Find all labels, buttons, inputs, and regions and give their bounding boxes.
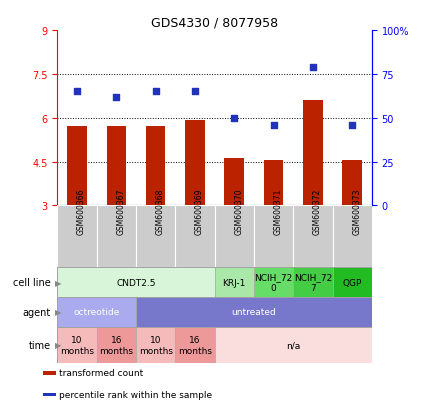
Bar xyxy=(293,268,332,297)
Point xyxy=(270,122,277,129)
Text: time: time xyxy=(29,340,51,350)
Bar xyxy=(43,393,57,396)
Text: GSM600366: GSM600366 xyxy=(77,188,86,234)
FancyBboxPatch shape xyxy=(96,206,136,268)
Text: 10
months: 10 months xyxy=(139,335,173,355)
Text: untreated: untreated xyxy=(232,308,276,317)
Point xyxy=(192,89,198,95)
Bar xyxy=(67,127,87,206)
Text: percentile rank within the sample: percentile rank within the sample xyxy=(60,390,212,399)
Point xyxy=(113,94,120,101)
Bar xyxy=(146,127,165,206)
Text: GSM600372: GSM600372 xyxy=(313,188,322,234)
Point xyxy=(231,115,238,122)
FancyBboxPatch shape xyxy=(293,206,332,268)
Text: ▶: ▶ xyxy=(55,341,62,349)
Text: GSM600368: GSM600368 xyxy=(156,188,164,234)
Point xyxy=(152,89,159,95)
FancyBboxPatch shape xyxy=(175,206,215,268)
Bar xyxy=(57,297,136,327)
Bar xyxy=(43,371,57,375)
Text: agent: agent xyxy=(23,307,51,317)
Text: GSM600370: GSM600370 xyxy=(234,188,243,234)
FancyBboxPatch shape xyxy=(215,206,254,268)
Bar xyxy=(264,161,283,206)
Text: KRJ-1: KRJ-1 xyxy=(223,278,246,287)
Bar xyxy=(215,268,254,297)
Bar xyxy=(175,327,215,363)
Bar xyxy=(96,327,136,363)
Bar xyxy=(215,327,372,363)
FancyBboxPatch shape xyxy=(254,206,293,268)
Text: QGP: QGP xyxy=(343,278,362,287)
Bar xyxy=(57,268,215,297)
Text: GSM600371: GSM600371 xyxy=(274,188,283,234)
Text: GSM600367: GSM600367 xyxy=(116,188,125,234)
Text: NCIH_72
7: NCIH_72 7 xyxy=(294,273,332,292)
Text: ▶: ▶ xyxy=(55,308,62,317)
Text: ▶: ▶ xyxy=(55,278,62,287)
Bar xyxy=(332,268,372,297)
Title: GDS4330 / 8077958: GDS4330 / 8077958 xyxy=(151,17,278,30)
FancyBboxPatch shape xyxy=(57,206,96,268)
Point xyxy=(349,122,356,129)
Bar xyxy=(185,121,205,206)
Bar xyxy=(57,327,96,363)
Text: GSM600369: GSM600369 xyxy=(195,188,204,234)
Text: n/a: n/a xyxy=(286,341,300,349)
Text: 16
months: 16 months xyxy=(178,335,212,355)
Text: cell line: cell line xyxy=(13,278,51,287)
Bar xyxy=(254,268,293,297)
Text: transformed count: transformed count xyxy=(60,368,144,377)
Text: NCIH_72
0: NCIH_72 0 xyxy=(255,273,293,292)
Text: 16
months: 16 months xyxy=(99,335,133,355)
Text: octreotide: octreotide xyxy=(74,308,120,317)
Point xyxy=(309,64,316,71)
Bar xyxy=(303,100,323,206)
Point xyxy=(74,89,80,95)
Bar xyxy=(224,158,244,206)
Text: GSM600373: GSM600373 xyxy=(352,188,361,234)
Text: 10
months: 10 months xyxy=(60,335,94,355)
Bar xyxy=(136,297,372,327)
Text: CNDT2.5: CNDT2.5 xyxy=(116,278,156,287)
FancyBboxPatch shape xyxy=(332,206,372,268)
Bar xyxy=(136,327,175,363)
Bar xyxy=(107,127,126,206)
Bar xyxy=(343,161,362,206)
FancyBboxPatch shape xyxy=(136,206,175,268)
